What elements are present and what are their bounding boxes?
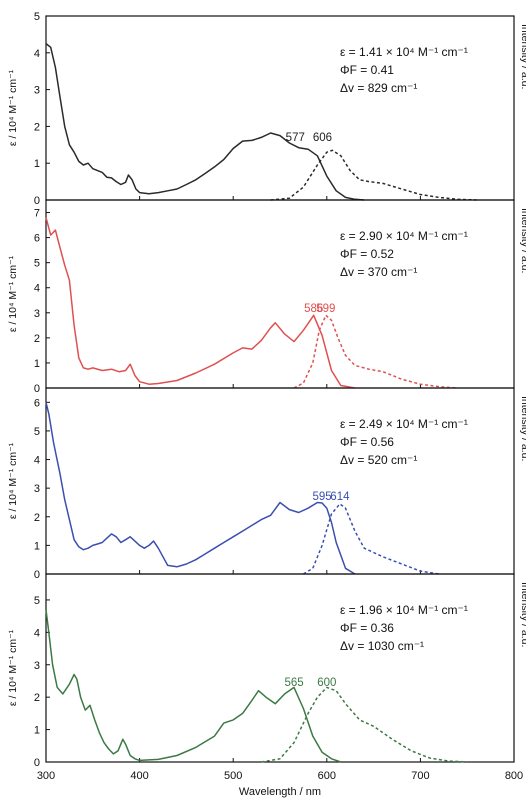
x-tick-label: 300 <box>37 770 55 782</box>
y-tick-label: 1 <box>34 725 40 737</box>
x-axis-label: Wavelength / nm <box>239 786 321 798</box>
y-tick-label: 5 <box>34 595 40 607</box>
y-tick-label: 5 <box>34 11 40 23</box>
right-axis-label: Intensity / a.u. <box>519 582 526 647</box>
annotation-line: ε = 2.49 × 10⁴ M⁻¹ cm⁻¹ <box>340 417 468 431</box>
y-tick-label: 4 <box>34 627 40 639</box>
y-tick-label: 1 <box>34 540 40 552</box>
y-axis-label: ε / 10⁴ M⁻¹ cm⁻¹ <box>7 629 19 706</box>
y-tick-label: 6 <box>34 397 40 409</box>
annotation-line: ε = 1.96 × 10⁴ M⁻¹ cm⁻¹ <box>340 603 468 617</box>
y-tick-label: 1 <box>34 358 40 370</box>
annotation-line: Δv = 370 cm⁻¹ <box>340 265 417 279</box>
peak-label: 600 <box>317 677 336 689</box>
y-tick-label: 4 <box>34 48 40 60</box>
y-tick-label: 5 <box>34 426 40 438</box>
y-tick-label: 0 <box>34 195 40 207</box>
annotation-line: Δv = 520 cm⁻¹ <box>340 453 417 467</box>
y-tick-label: 2 <box>34 692 40 704</box>
peak-label: 595 <box>313 491 332 503</box>
y-tick-label: 3 <box>34 85 40 97</box>
x-tick-label: 700 <box>411 770 429 782</box>
y-tick-label: 3 <box>34 308 40 320</box>
y-tick-label: 0 <box>34 757 40 769</box>
y-axis-label: ε / 10⁴ M⁻¹ cm⁻¹ <box>7 69 19 146</box>
y-axis-label: ε / 10⁴ M⁻¹ cm⁻¹ <box>7 442 19 519</box>
y-tick-label: 3 <box>34 483 40 495</box>
annotation-line: ΦF = 0.41 <box>340 63 394 77</box>
annotation-line: ΦF = 0.56 <box>340 435 394 449</box>
absorption-line <box>45 43 365 201</box>
peak-label: 599 <box>316 303 335 315</box>
annotation-line: ΦF = 0.36 <box>340 621 394 635</box>
y-tick-label: 2 <box>34 512 40 524</box>
y-tick-label: 3 <box>34 660 40 672</box>
y-tick-label: 6 <box>34 233 40 245</box>
emission-line <box>270 149 477 201</box>
annotation-line: ΦF = 0.52 <box>340 247 394 261</box>
right-axis-label: Intensity / a.u. <box>519 208 526 273</box>
peak-label: 565 <box>284 677 303 689</box>
emission-line <box>303 503 440 575</box>
panel-3-frame <box>45 387 515 575</box>
absorption-line <box>45 402 356 575</box>
right-axis-label: Intensity / a.u. <box>519 396 526 461</box>
x-tick-label: 500 <box>224 770 242 782</box>
y-tick-label: 0 <box>34 569 40 581</box>
y-tick-label: 4 <box>34 455 40 467</box>
right-axis-label: Intensity / a.u. <box>519 24 526 89</box>
x-tick-label: 800 <box>505 770 523 782</box>
annotation-line: ε = 1.41 × 10⁴ M⁻¹ cm⁻¹ <box>340 45 468 59</box>
absorption-line <box>45 217 356 389</box>
y-axis-label: ε / 10⁴ M⁻¹ cm⁻¹ <box>7 255 19 332</box>
panel-1-frame <box>45 15 515 201</box>
annotation-line: Δv = 1030 cm⁻¹ <box>340 639 424 653</box>
emission-line <box>293 314 458 389</box>
y-tick-label: 2 <box>34 333 40 345</box>
emission-line <box>261 686 468 763</box>
y-tick-label: 5 <box>34 258 40 270</box>
panel-4-frame <box>45 573 515 763</box>
y-tick-label: 2 <box>34 121 40 133</box>
absorption-line <box>45 609 342 763</box>
annotation-line: ε = 2.90 × 10⁴ M⁻¹ cm⁻¹ <box>340 229 468 243</box>
y-tick-label: 7 <box>34 208 40 220</box>
peak-label: 577 <box>286 132 305 144</box>
peak-label: 586 <box>304 303 323 315</box>
peak-label: 614 <box>330 491 350 503</box>
peak-label: 606 <box>313 132 332 144</box>
x-tick-label: 400 <box>130 770 148 782</box>
y-tick-label: 4 <box>34 283 40 295</box>
x-tick-label: 600 <box>318 770 336 782</box>
y-tick-label: 1 <box>34 158 40 170</box>
y-tick-label: 0 <box>34 383 40 395</box>
annotation-line: Δv = 829 cm⁻¹ <box>340 81 417 95</box>
